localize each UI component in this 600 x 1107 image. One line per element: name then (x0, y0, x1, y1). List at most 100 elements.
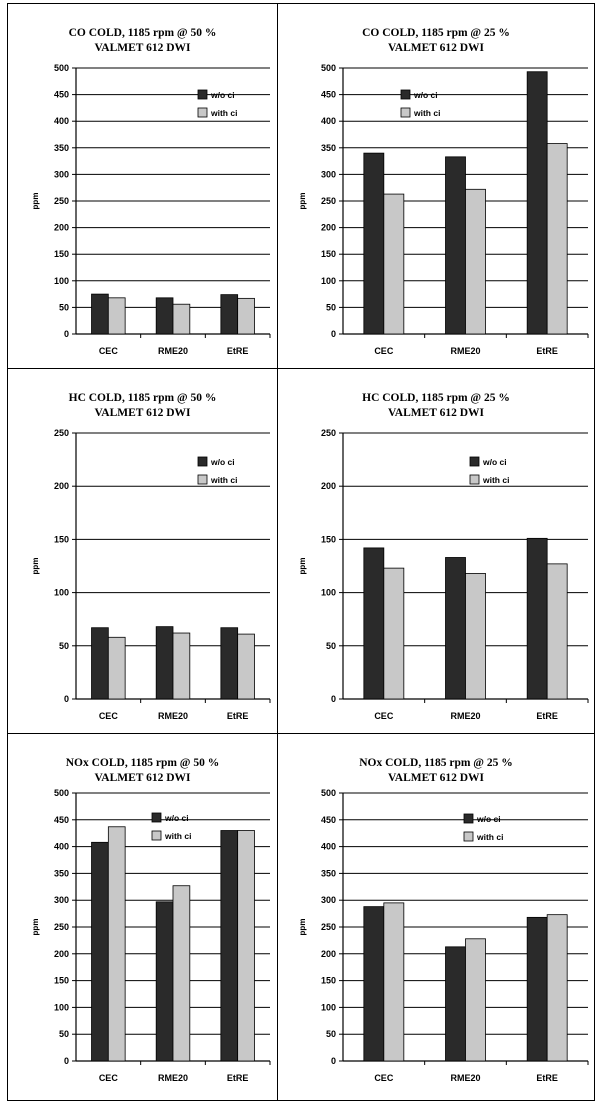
bar-without-ci (91, 627, 109, 700)
x-category-label: EtRE (227, 1073, 249, 1083)
legend-swatch-with-ci (469, 474, 480, 485)
y-tick-label: 250 (54, 196, 69, 206)
y-tick-label: 300 (54, 895, 69, 905)
x-category-label: RME20 (450, 711, 480, 721)
legend: w/o ci with ci (469, 456, 509, 485)
y-tick-label: 350 (54, 868, 69, 878)
y-tick-label: 200 (54, 481, 69, 491)
bar-with-ci (383, 193, 405, 335)
chart-grid: CO COLD, 1185 rpm @ 50 % VALMET 612 DWI … (7, 3, 595, 1101)
bar-with-ci (383, 567, 405, 700)
y-tick-label: 400 (54, 842, 69, 852)
y-tick-label: 100 (321, 276, 336, 286)
bar-with-ci (237, 633, 255, 700)
bar-without-ci (363, 906, 385, 1062)
chart-title: HC COLD, 1185 rpm @ 50 % (68, 392, 217, 404)
y-tick-label: 0 (331, 329, 336, 339)
legend: w/o ci with ci (197, 89, 237, 118)
y-tick-label: 400 (321, 842, 336, 852)
y-tick-label: 150 (54, 534, 69, 544)
x-category-label: EtRE (536, 346, 558, 356)
y-tick-label: 250 (321, 196, 336, 206)
bar-with-ci (107, 297, 126, 335)
legend: w/o ci with ci (151, 812, 191, 841)
y-tick-label: 200 (321, 949, 336, 959)
y-axis-title: ppm (31, 558, 40, 575)
y-tick-label: 150 (321, 976, 336, 986)
legend-swatch-with-ci (197, 107, 208, 118)
y-tick-label: 500 (54, 788, 69, 798)
x-category-label: EtRE (536, 711, 558, 721)
y-tick-label: 0 (64, 1056, 69, 1066)
legend-swatch-without-ci (197, 89, 208, 100)
bar-without-ci (445, 946, 466, 1062)
y-tick-label: 500 (321, 63, 336, 73)
bar-without-ci (155, 901, 174, 1062)
legend-label-without-ci: w/o ci (164, 813, 189, 823)
legend-label-with-ci: with ci (413, 108, 440, 118)
bar-chart: 0 50 100 150 200 250 300 350 400 450 500 ppm CEC RME2… (31, 63, 271, 356)
bar-without-ci (445, 557, 466, 700)
chart-subtitle: VALMET 612 DWI (387, 42, 485, 54)
y-tick-label: 450 (321, 90, 336, 100)
y-tick-label: 50 (326, 1029, 336, 1039)
bar-without-ci (91, 293, 109, 335)
y-tick-label: 150 (321, 249, 336, 259)
bar-with-ci (237, 297, 255, 335)
bar-with-ci (383, 902, 405, 1062)
x-category-label: CEC (99, 711, 119, 721)
y-tick-label: 50 (326, 641, 336, 651)
y-tick-label: 150 (54, 249, 69, 259)
x-category-label: EtRE (227, 711, 249, 721)
bar-without-ci (526, 71, 548, 335)
bar-with-ci (465, 188, 486, 335)
y-axis-title: ppm (31, 193, 40, 210)
panel-title: NOx COLD, 1185 rpm @ 50 % VALMET 612 DWI (8, 756, 277, 786)
y-tick-label: 250 (321, 922, 336, 932)
y-tick-label: 250 (54, 922, 69, 932)
bar-chart: 0 50 100 150 200 250 300 350 400 450 500 ppm CEC RME2… (298, 63, 589, 356)
y-axis-title: ppm (298, 193, 307, 210)
y-tick-label: 350 (54, 143, 69, 153)
chart-subtitle: VALMET 612 DWI (387, 407, 485, 419)
legend: w/o ci with ci (463, 813, 503, 842)
legend-swatch-with-ci (197, 474, 208, 485)
x-category-label: CEC (99, 346, 119, 356)
legend-label-with-ci: with ci (482, 475, 509, 485)
chart-title: CO COLD, 1185 rpm @ 25 % (362, 27, 510, 39)
y-tick-label: 0 (64, 329, 69, 339)
chart-panel-nox-25: NOx COLD, 1185 rpm @ 25 % VALMET 612 DWI… (277, 733, 595, 1101)
y-tick-label: 0 (331, 1056, 336, 1066)
chart-title: HC COLD, 1185 rpm @ 25 % (362, 392, 510, 404)
bar-with-ci (172, 885, 191, 1062)
y-tick-label: 450 (54, 90, 69, 100)
chart-subtitle: VALMET 612 DWI (94, 772, 191, 784)
chart-title: NOx COLD, 1185 rpm @ 50 % (65, 757, 220, 769)
bar-without-ci (155, 297, 174, 335)
y-tick-label: 300 (321, 169, 336, 179)
chart-subtitle: VALMET 612 DWI (94, 407, 191, 419)
chart-title: CO COLD, 1185 rpm @ 50 % (68, 27, 217, 39)
x-category-label: RME20 (450, 1073, 480, 1083)
legend-swatch-without-ci (400, 89, 411, 100)
bar-with-ci (107, 826, 126, 1062)
y-tick-label: 100 (54, 1002, 69, 1012)
y-tick-label: 50 (59, 1029, 69, 1039)
legend-label-without-ci: w/o ci (476, 814, 501, 824)
legend-swatch-without-ci (197, 456, 208, 467)
bar-chart: 0 50 100 150 200 250 ppm CEC RME20 EtRE w/o ci with… (31, 428, 271, 721)
legend: w/o ci with ci (197, 456, 237, 485)
bar-with-ci (465, 573, 486, 700)
y-tick-label: 100 (54, 588, 69, 598)
y-tick-label: 0 (331, 694, 336, 704)
x-category-label: CEC (374, 346, 394, 356)
y-tick-label: 50 (59, 641, 69, 651)
legend-swatch-with-ci (400, 107, 411, 118)
legend-swatch-with-ci (151, 830, 162, 841)
y-tick-label: 500 (54, 63, 69, 73)
y-tick-label: 100 (321, 1002, 336, 1012)
y-tick-label: 100 (54, 276, 69, 286)
y-axis-title: ppm (31, 919, 40, 936)
y-tick-label: 0 (64, 694, 69, 704)
bar-without-ci (220, 294, 239, 335)
